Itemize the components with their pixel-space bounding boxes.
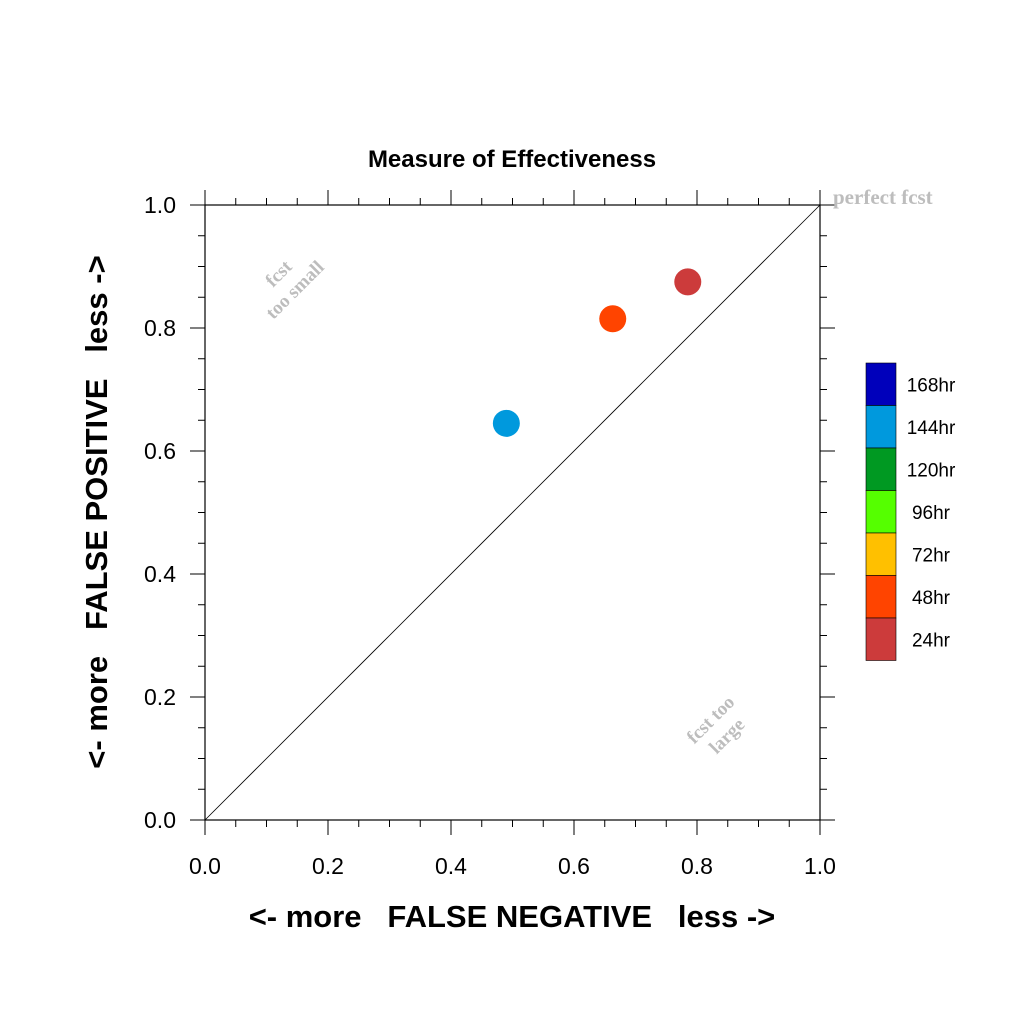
legend-swatch-144hr xyxy=(865,405,897,449)
legend-label-72hr: 72hr xyxy=(912,545,951,566)
y-axis-label: <- more FALSE POSITIVE less -> xyxy=(79,255,114,768)
x-axis-label: <- more FALSE NEGATIVE less -> xyxy=(249,899,776,934)
y-tick-label: 1.0 xyxy=(144,192,176,218)
annotation-too-small: fcst too small xyxy=(262,256,329,324)
legend-label-96hr: 96hr xyxy=(912,503,951,524)
annotation-too-large: fcst too large xyxy=(683,692,749,758)
annotation-perfect-fcst: perfect fcst xyxy=(833,185,933,209)
legend-swatch-120hr xyxy=(865,447,897,491)
x-tick-label: 0.0 xyxy=(189,853,221,879)
chart-title: Measure of Effectiveness xyxy=(368,146,656,173)
legend-label-48hr: 48hr xyxy=(912,588,951,609)
data-point-24hr xyxy=(674,268,702,296)
legend-swatch-24hr xyxy=(865,617,897,661)
legend-label-24hr: 24hr xyxy=(912,630,951,651)
tick-labels: 0.0 0.2 0.4 0.6 0.8 1.0 0.0 0.2 0.4 0.6 0.8 1.0 xyxy=(144,192,836,879)
data-points xyxy=(492,268,702,437)
legend: 168hr 144hr 120hr 96hr 72hr 48hr 24hr xyxy=(865,362,956,661)
legend-swatch-48hr xyxy=(865,575,897,619)
y-tick-label: 0.8 xyxy=(144,315,176,341)
x-tick-label: 1.0 xyxy=(804,853,836,879)
data-point-144hr xyxy=(492,409,520,437)
diagonal-reference-line xyxy=(204,204,821,821)
x-tick-label: 0.2 xyxy=(312,853,344,879)
legend-swatch-168hr xyxy=(865,362,897,406)
x-tick-label: 0.4 xyxy=(435,853,467,879)
x-tick-label: 0.8 xyxy=(681,853,713,879)
legend-swatch-96hr xyxy=(865,490,897,534)
plot-area: 0.0 0.2 0.4 0.6 0.8 1.0 0.0 0.2 0.4 0.6 0.8 1.0 xyxy=(144,190,836,879)
y-tick-label: 0.2 xyxy=(144,684,176,710)
y-tick-label: 0.4 xyxy=(144,561,176,587)
y-tick-label: 0.6 xyxy=(144,438,176,464)
y-tick-label: 0.0 xyxy=(144,807,176,833)
axis-ticks xyxy=(190,190,835,835)
data-point-48hr xyxy=(599,305,627,333)
legend-label-144hr: 144hr xyxy=(907,418,956,439)
legend-label-168hr: 168hr xyxy=(907,375,956,396)
legend-label-120hr: 120hr xyxy=(907,460,956,481)
x-tick-label: 0.6 xyxy=(558,853,590,879)
legend-swatch-72hr xyxy=(865,532,897,576)
